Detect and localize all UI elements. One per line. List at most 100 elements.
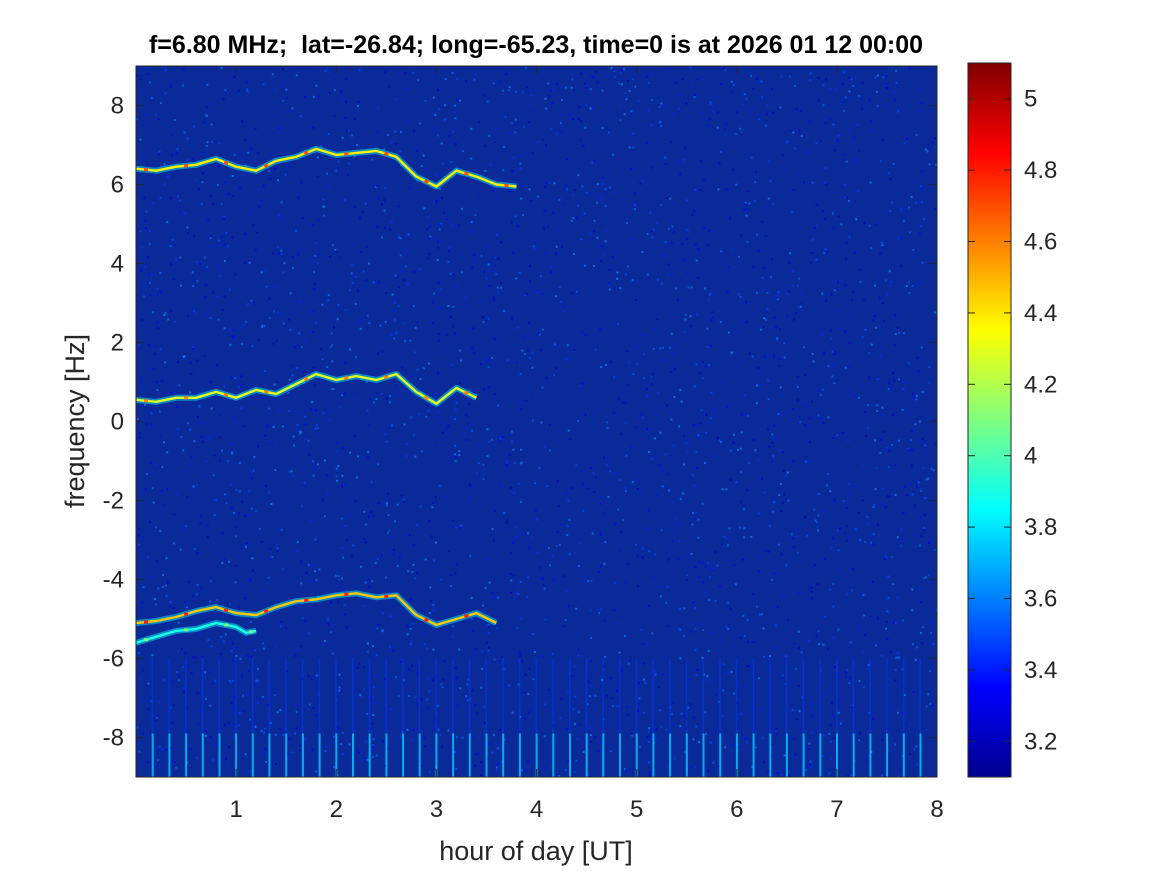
noise-speck xyxy=(486,358,489,361)
colorbar-tick-label: 4.8 xyxy=(1024,157,1057,184)
noise-speck xyxy=(807,460,810,463)
noise-speck xyxy=(441,745,444,748)
noise-speck xyxy=(329,91,332,94)
noise-speck xyxy=(273,310,276,313)
noise-speck xyxy=(290,470,293,473)
noise-speck xyxy=(314,770,317,773)
noise-speck xyxy=(830,686,833,689)
noise-speck xyxy=(673,396,676,398)
noise-speck xyxy=(596,236,599,239)
noise-speck xyxy=(915,763,918,766)
noise-speck xyxy=(357,455,360,458)
noise-speck xyxy=(557,505,560,508)
noise-speck xyxy=(344,613,347,616)
noise-speck xyxy=(454,117,457,120)
noise-speck xyxy=(588,695,591,698)
noise-speck xyxy=(771,460,774,463)
noise-speck xyxy=(301,483,304,486)
noise-speck xyxy=(913,403,916,406)
noise-speck xyxy=(384,678,387,681)
pulse-line-faint xyxy=(702,658,704,734)
noise-speck xyxy=(935,163,937,166)
noise-speck xyxy=(493,299,496,302)
noise-speck xyxy=(147,708,150,710)
noise-speck xyxy=(852,291,855,293)
noise-speck xyxy=(587,679,589,682)
noise-speck xyxy=(718,700,721,703)
noise-speck xyxy=(280,621,283,623)
noise-speck xyxy=(928,163,931,166)
noise-speck xyxy=(348,289,351,292)
noise-speck xyxy=(850,317,853,320)
noise-speck xyxy=(898,237,901,240)
noise-speck xyxy=(372,738,375,741)
noise-speck xyxy=(619,549,622,551)
noise-speck xyxy=(170,78,173,81)
noise-speck xyxy=(400,131,403,133)
noise-speck xyxy=(451,142,454,145)
pulse-line xyxy=(635,733,638,777)
noise-speck xyxy=(709,741,712,744)
noise-speck xyxy=(667,473,670,476)
noise-speck xyxy=(277,409,280,412)
noise-speck xyxy=(465,439,468,441)
noise-speck xyxy=(243,323,246,326)
noise-speck xyxy=(881,413,884,416)
noise-speck xyxy=(725,537,728,540)
noise-speck xyxy=(698,560,701,563)
noise-speck xyxy=(231,642,234,645)
noise-speck xyxy=(327,299,330,302)
noise-speck xyxy=(646,273,649,276)
noise-speck xyxy=(577,648,580,651)
noise-speck xyxy=(847,439,849,442)
noise-speck xyxy=(232,659,235,662)
noise-speck xyxy=(588,681,591,684)
noise-speck xyxy=(414,695,417,698)
noise-speck xyxy=(245,542,248,545)
noise-speck xyxy=(354,302,357,305)
noise-speck xyxy=(212,291,215,294)
noise-speck xyxy=(394,130,397,133)
noise-speck xyxy=(192,348,195,350)
noise-speck xyxy=(440,222,443,225)
noise-speck xyxy=(615,690,618,693)
noise-speck xyxy=(496,743,499,746)
noise-speck xyxy=(511,711,514,714)
noise-speck xyxy=(327,185,330,188)
pulse-line-faint xyxy=(385,658,387,734)
noise-speck xyxy=(795,718,798,721)
noise-speck xyxy=(470,157,473,160)
noise-speck xyxy=(798,128,801,131)
noise-speck xyxy=(341,556,344,559)
noise-speck xyxy=(677,107,680,110)
noise-speck xyxy=(783,754,786,757)
noise-speck xyxy=(368,322,371,325)
noise-speck xyxy=(461,150,464,152)
noise-speck xyxy=(822,388,824,391)
noise-speck xyxy=(606,464,609,466)
noise-speck xyxy=(344,589,347,592)
noise-speck xyxy=(720,150,722,153)
noise-speck xyxy=(334,249,337,251)
noise-speck xyxy=(565,493,568,495)
noise-speck xyxy=(507,89,510,92)
noise-speck xyxy=(203,354,206,357)
noise-speck xyxy=(234,377,237,380)
noise-speck xyxy=(899,236,902,239)
noise-speck xyxy=(712,316,715,319)
noise-speck xyxy=(492,189,495,192)
noise-speck xyxy=(316,175,319,178)
noise-speck xyxy=(240,547,243,550)
noise-speck xyxy=(800,651,803,654)
noise-speck xyxy=(263,325,266,328)
noise-speck xyxy=(465,695,467,698)
noise-speck xyxy=(815,203,818,206)
noise-speck xyxy=(445,333,448,336)
noise-speck xyxy=(149,294,152,297)
noise-speck xyxy=(166,221,169,223)
noise-speck xyxy=(277,179,279,182)
noise-speck xyxy=(472,629,475,632)
noise-speck xyxy=(261,397,264,399)
pulse-line-faint xyxy=(335,658,337,734)
noise-speck xyxy=(686,229,689,231)
